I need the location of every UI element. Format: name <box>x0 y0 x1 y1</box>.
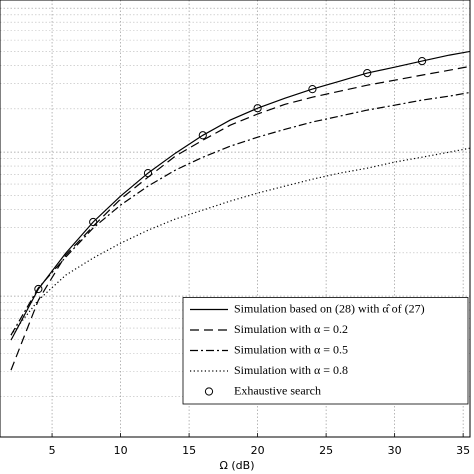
marker <box>143 169 153 178</box>
plot-frame <box>0 0 471 438</box>
legend-label: Exhaustive search <box>234 383 321 397</box>
legend-marker <box>204 387 214 396</box>
marker <box>34 284 43 294</box>
x-tick-label: 15 <box>182 444 196 457</box>
x-axis-label: Ω (dB) <box>219 459 254 472</box>
marker <box>363 69 372 78</box>
legend-box <box>182 297 469 405</box>
x-tick-label: 35 <box>456 444 470 457</box>
marker <box>198 131 207 140</box>
marker <box>253 104 262 113</box>
x-tick-label: 20 <box>251 444 265 457</box>
series-line <box>10 65 470 371</box>
x-tick-label: 25 <box>319 444 333 457</box>
plot <box>10 50 470 371</box>
legend-label: Simulation with α = 0.5 <box>234 342 348 356</box>
legend-label: Simulation with α = 0.8 <box>234 363 348 377</box>
x-tick-label: 10 <box>114 444 128 457</box>
series-line <box>10 147 470 336</box>
x-tick-label: 30 <box>388 444 402 457</box>
legend-label: Simulation with α = 0.2 <box>234 322 348 336</box>
marker <box>308 85 317 94</box>
marker <box>417 57 427 66</box>
legend-label: Simulation based on (28) with α̂ of (27) <box>234 301 425 315</box>
series-line <box>10 91 470 336</box>
series-line <box>10 50 470 341</box>
marker <box>89 217 98 227</box>
x-tick-label: 5 <box>49 444 56 457</box>
